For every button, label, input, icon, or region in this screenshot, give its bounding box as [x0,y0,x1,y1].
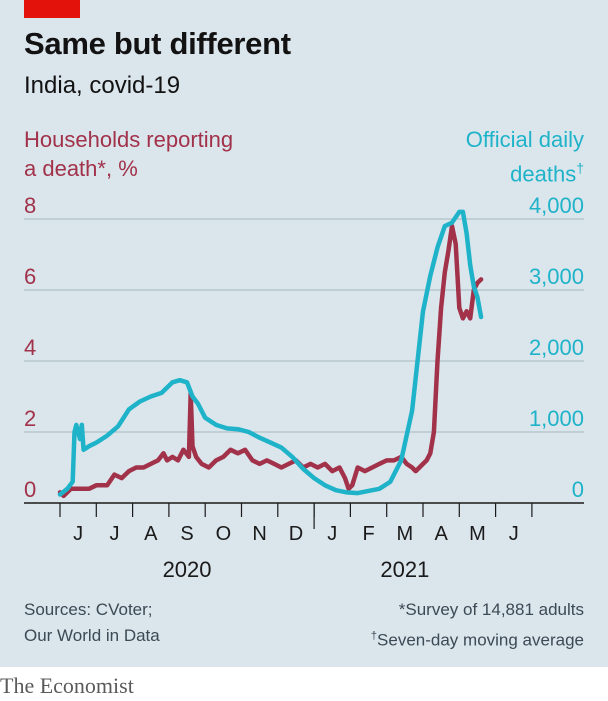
right-axis-title-line2-text: deaths [510,161,577,187]
left-tick-label: 2 [24,406,36,431]
month-label: J [327,523,337,545]
left-axis-title-line1: Households reporting [24,127,234,152]
economist-red-tag [24,0,80,18]
footnote-moving-average: †Seven-day moving average [371,623,584,654]
deaths-series-line [57,209,484,497]
footnote-moving-average-text: Seven-day moving average [377,630,584,650]
month-label: D [289,523,303,545]
sources-line2: Our World in Data [24,626,160,645]
left-tick-label: 4 [24,335,36,360]
month-label: A [434,523,448,545]
month-label: J [73,523,83,545]
left-axis-title-line2: a death*, % [24,156,138,181]
chart-subtitle: India, covid-19 [24,72,181,99]
footnote-survey: *Survey of 14,881 adults [398,600,584,619]
dagger-mark: † [576,160,584,176]
month-label: M [469,523,486,545]
right-axis-title-line2: deaths† [466,154,584,188]
left-tick-label: 0 [24,477,36,502]
chart-title: Same but different [24,26,291,61]
sources-note: Sources: CVoter; Our World in Data [24,597,160,649]
month-label: A [144,523,158,545]
month-label: J [509,523,519,545]
chart-panel [0,0,608,667]
left-tick-label: 8 [24,193,36,218]
right-tick-label: 0 [572,477,584,502]
month-label: M [397,523,414,545]
sources-line1: Sources: CVoter; [24,600,153,619]
month-label: F [362,523,374,545]
economist-brand: The Economist [0,673,134,698]
left-tick-label: 6 [24,264,36,289]
month-label: J [109,523,119,545]
month-label: O [216,523,232,545]
right-tick-label: 2,000 [529,335,584,360]
month-label: S [180,523,193,545]
left-axis-title: Households reporting a death*, % [24,125,233,183]
right-axis-title: Official daily deaths† [466,125,584,188]
right-tick-label: 3,000 [529,264,584,289]
footnotes: *Survey of 14,881 adults †Seven-day movi… [371,597,584,654]
year-label-2021: 2021 [380,557,429,582]
right-axis-title-line1: Official daily [465,127,584,152]
month-label: N [252,523,266,545]
right-tick-label: 1,000 [529,406,584,431]
year-label-2020: 2020 [163,557,212,582]
footnote-dagger: † [370,630,378,642]
right-tick-label: 4,000 [529,193,584,218]
